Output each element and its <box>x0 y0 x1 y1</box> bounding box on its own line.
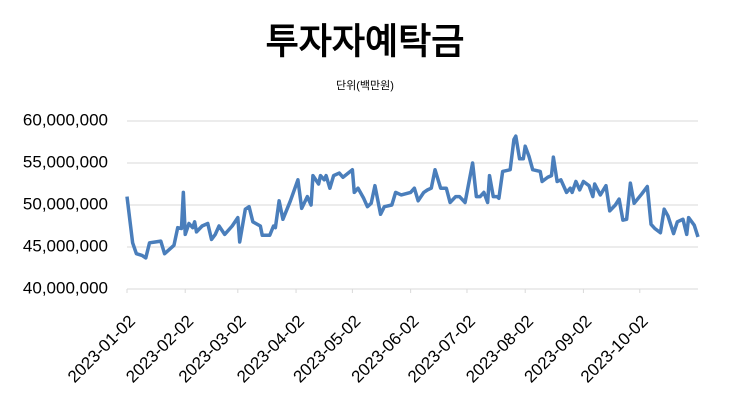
data-line <box>125 134 700 260</box>
chart-subtitle: 단위(백만원) <box>336 79 394 92</box>
chart-title: 투자자예탁금 <box>266 21 465 62</box>
y-tick-label: 60,000,000 <box>23 110 108 129</box>
y-tick-label: 45,000,000 <box>23 236 108 255</box>
y-tick-label: 40,000,000 <box>23 278 108 297</box>
y-tick-label: 55,000,000 <box>23 152 108 171</box>
y-tick-label: 50,000,000 <box>23 194 108 213</box>
